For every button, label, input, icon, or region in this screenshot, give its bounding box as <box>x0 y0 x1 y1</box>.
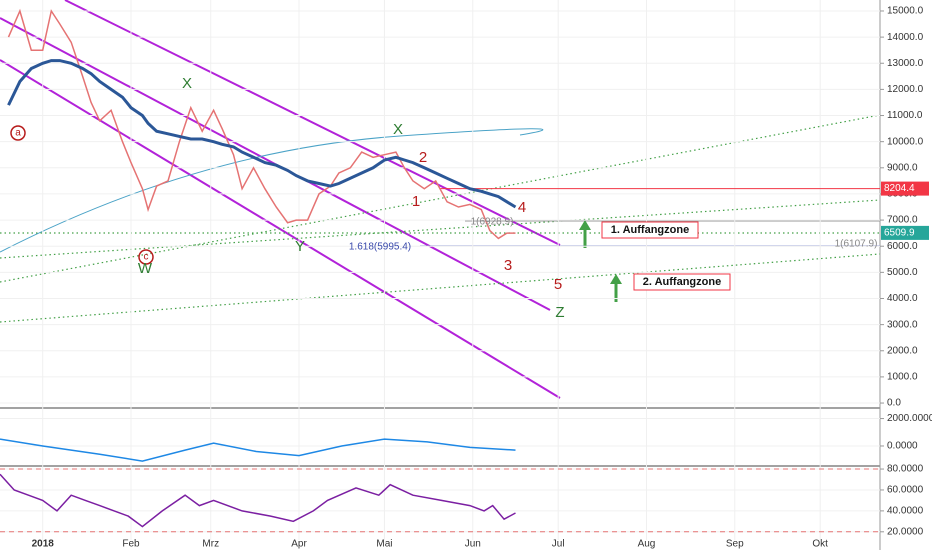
zone-label: 1. Auffangzone <box>611 224 689 236</box>
y-tick-label: 4000.0 <box>887 293 918 304</box>
y-tick-label: 80.0000 <box>887 464 924 475</box>
wave-label: Z <box>555 304 564 321</box>
y-tick-label: 7000.0 <box>887 215 918 226</box>
wave-label: 2 <box>419 149 427 166</box>
y-tick-label: 15000.0 <box>887 6 924 17</box>
x-tick-label: Sep <box>726 539 744 550</box>
y-tick-label: 5000.0 <box>887 267 918 278</box>
x-tick-label: Mrz <box>202 539 219 550</box>
series-line <box>7 59 517 209</box>
zone-box <box>633 273 731 291</box>
channel-line <box>64 0 561 246</box>
x-tick-label: Aug <box>638 539 656 550</box>
wave-label: 1 <box>412 193 420 210</box>
wave-label: 4 <box>518 199 526 216</box>
y-tick-label: 0.0 <box>887 398 901 409</box>
y-tick-label: 9000.0 <box>887 162 918 173</box>
y-tick-label: 14000.0 <box>887 32 924 43</box>
price-label: 8204.4 <box>884 183 915 194</box>
y-tick-label: 20.0000 <box>887 526 924 537</box>
annotation-circle <box>138 249 154 265</box>
fib-label: 1.618(5995.4) <box>349 242 411 253</box>
y-tick-label: 60.0000 <box>887 485 924 496</box>
y-tick-label: 10000.0 <box>887 136 924 147</box>
zone-label: 2. Auffangzone <box>643 276 721 288</box>
y-tick-label: 13000.0 <box>887 58 924 69</box>
trendline <box>0 114 881 283</box>
y-tick-label: 12000.0 <box>887 84 924 95</box>
long-ma <box>0 128 544 253</box>
x-tick-label: Feb <box>122 539 140 550</box>
wave-label: c <box>144 252 149 263</box>
y-tick-label: 2000.0000 <box>887 413 932 424</box>
x-tick-label: Mai <box>376 539 392 550</box>
arrows <box>579 220 622 302</box>
x-tick-label: Jun <box>465 539 481 550</box>
price-label-bg <box>881 225 929 240</box>
wave-label: 5 <box>554 276 562 293</box>
y-tick-label: 0.0000 <box>887 441 918 452</box>
x-tick-label: 2018 <box>32 539 55 550</box>
y-tick-label: 11000.0 <box>887 110 923 121</box>
series-line <box>0 473 516 528</box>
wave-label: X <box>393 121 403 138</box>
y-tick-label: 3000.0 <box>887 319 918 330</box>
wave-label: X <box>182 75 192 92</box>
trendlines <box>0 114 881 323</box>
y-tick-label: 1000.0 <box>887 372 918 383</box>
wave-label: W <box>138 260 153 277</box>
arrow-head <box>579 220 591 230</box>
wave-label: a <box>15 128 21 139</box>
y-tick-label: 6000.0 <box>887 241 918 252</box>
wave-label: 3 <box>504 257 512 274</box>
trendline <box>0 199 881 259</box>
y-tick-label: 40.0000 <box>887 506 924 517</box>
x-tick-label: Okt <box>812 539 828 550</box>
arrow-head <box>610 274 622 284</box>
x-tick-label: Jul <box>552 539 565 550</box>
y-tick-label: 2000.0 <box>887 345 918 356</box>
wave-label: Y <box>295 238 305 255</box>
fib-label: 1(6928.9) <box>471 217 514 228</box>
zone-box <box>601 221 699 239</box>
price-label-bg <box>881 181 929 196</box>
x-tick-label: Apr <box>291 539 307 550</box>
fib-label: 1(6107.9) <box>835 239 878 250</box>
annotation-circle <box>10 125 26 141</box>
price-label: 6509.9 <box>884 228 915 239</box>
series-line <box>7 8 516 240</box>
trendline <box>0 253 881 323</box>
series-line <box>0 438 516 462</box>
